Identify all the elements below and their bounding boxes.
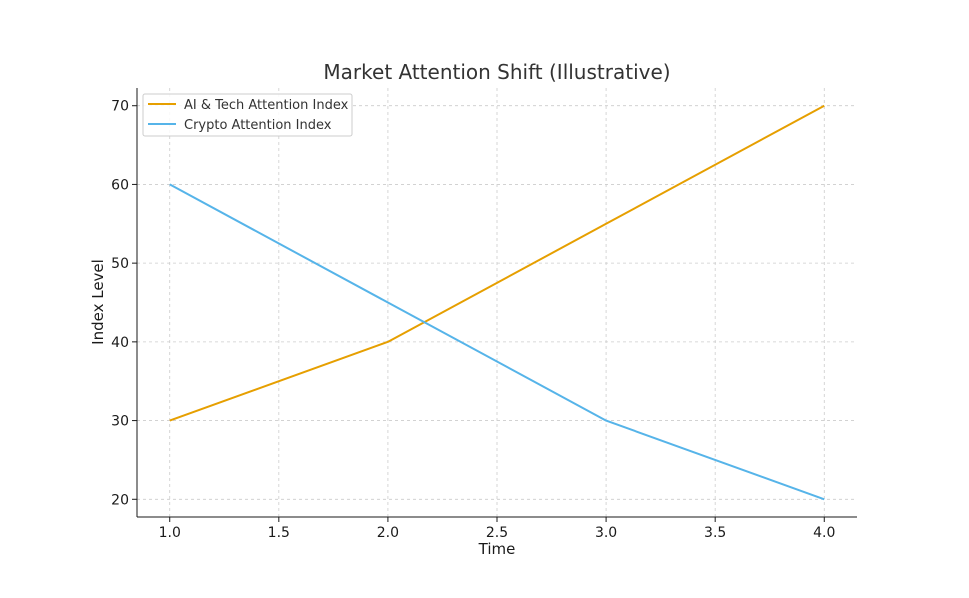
y-tick-label: 20 [111,492,129,508]
legend-frame [142,93,353,137]
y-tick-label: 40 [111,335,129,351]
x-tick-label: 3.0 [595,525,617,541]
series-line-ai-tech [169,104,825,422]
y-tick-label: 60 [111,177,129,193]
legend: AI & Tech Attention Index Crypto Attenti… [142,93,353,137]
y-tick-label: 30 [111,414,129,430]
series-layer [169,104,825,501]
x-tick-label: 1.5 [268,525,290,541]
y-tick-label: 50 [111,256,129,272]
y-tick-label: 70 [111,99,129,115]
y-axis-label: Index Level [89,259,107,345]
x-tick-label: 2.5 [486,525,508,541]
x-tick-label: 4.0 [813,525,835,541]
legend-label-ai: AI & Tech Attention Index [184,98,349,113]
ticks-layer: 1.0 1.5 2.0 2.5 3.0 3.5 4.0 20 30 40 50 60 70 [111,99,835,541]
chart-title: Market Attention Shift (Illustrative) [323,60,670,84]
x-tick-label: 2.0 [377,525,399,541]
grid-layer [137,88,857,517]
x-tick-label: 1.0 [159,525,181,541]
x-axis-label: Time [478,540,516,558]
x-tick-label: 3.5 [704,525,726,541]
axes-layer [136,88,857,518]
legend-label-crypto: Crypto Attention Index [184,118,332,133]
series-line-crypto [169,183,825,501]
